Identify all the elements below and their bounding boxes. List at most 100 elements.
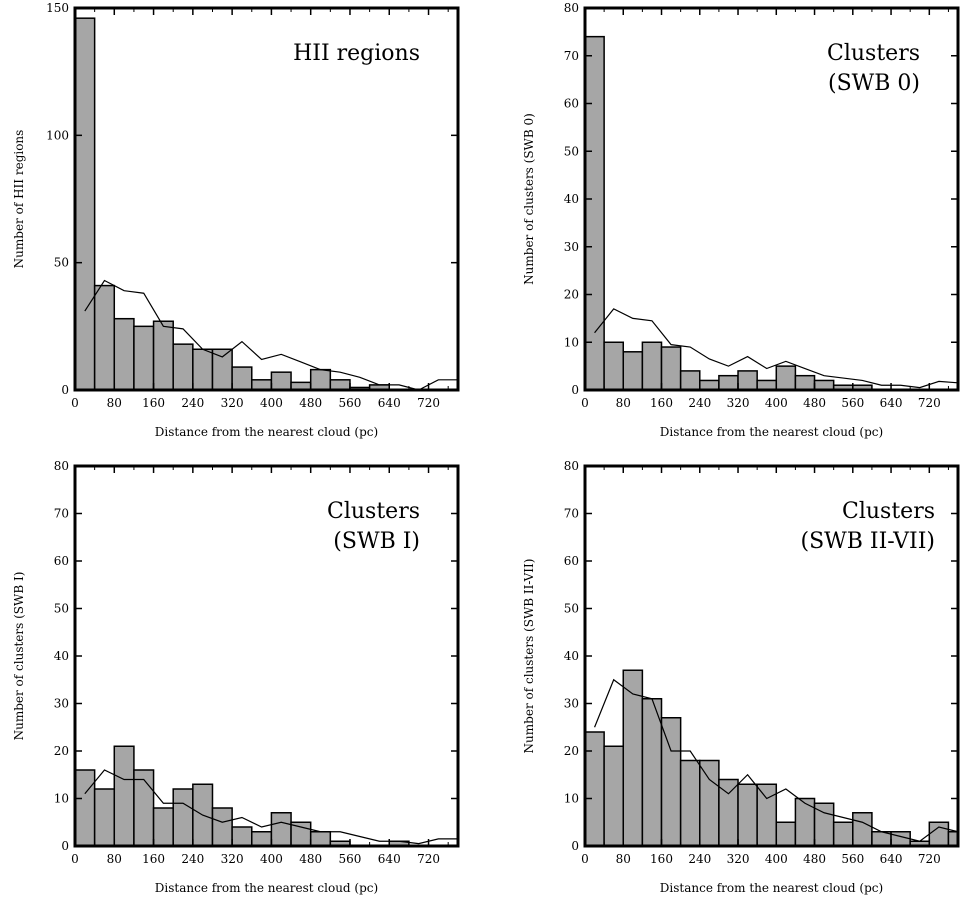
y-tick-label: 10 bbox=[564, 335, 579, 349]
histogram-bar bbox=[775, 821, 797, 847]
histogram-bar bbox=[74, 769, 96, 847]
histogram-bar bbox=[679, 759, 701, 847]
panel-title-line: Clusters bbox=[842, 499, 935, 524]
histogram-bar bbox=[251, 379, 273, 391]
x-tick-label: 0 bbox=[581, 396, 589, 410]
chart-panel-2: 0 80 160 240 320 400 480 560 640 720 0 10 20 30 40 50 60… bbox=[522, 1, 960, 439]
x-tick-label: 400 bbox=[765, 852, 788, 866]
y-tick-label: 40 bbox=[54, 649, 69, 663]
x-tick-label: 160 bbox=[650, 852, 673, 866]
histogram-bar bbox=[133, 769, 155, 847]
histogram-bar bbox=[737, 370, 758, 391]
histogram-bar bbox=[172, 788, 194, 847]
histogram-bar bbox=[270, 371, 292, 391]
histogram-bar bbox=[309, 368, 332, 391]
histogram-bar bbox=[699, 759, 720, 847]
y-tick-label: 60 bbox=[564, 554, 579, 568]
y-axis-label: Number of clusters (SWB 0) bbox=[522, 113, 536, 285]
histogram-bar bbox=[603, 341, 625, 391]
histogram-bar bbox=[231, 366, 253, 391]
histogram-bar bbox=[660, 717, 682, 847]
chart-panel-4: 0 80 160 240 320 400 480 560 640 720 0 10 20 30 40 50 60… bbox=[522, 459, 960, 895]
histogram-bar bbox=[832, 821, 854, 847]
x-tick-label: 0 bbox=[71, 396, 79, 410]
y-tick-label: 50 bbox=[564, 602, 579, 616]
smoothed-line bbox=[84, 769, 458, 845]
histogram-bar bbox=[622, 351, 644, 391]
y-tick-label: 70 bbox=[564, 49, 579, 63]
x-tick-label: 560 bbox=[841, 852, 864, 866]
x-tick-label: 640 bbox=[378, 396, 401, 410]
panel-title-line: Clusters bbox=[327, 499, 420, 524]
y-tick-label: 60 bbox=[54, 554, 69, 568]
bars bbox=[584, 669, 959, 847]
x-axis-label: Distance from the nearest cloud (pc) bbox=[660, 881, 883, 895]
y-tick-label: 10 bbox=[564, 792, 579, 806]
y-tick-label: 40 bbox=[564, 649, 579, 663]
bars bbox=[74, 17, 391, 391]
histogram-bar bbox=[756, 783, 778, 847]
histogram-bar bbox=[679, 370, 701, 391]
y-tick-label: 60 bbox=[564, 97, 579, 111]
histogram-bar bbox=[737, 783, 758, 847]
x-tick-label: 160 bbox=[650, 396, 673, 410]
histogram-bar bbox=[584, 731, 605, 847]
y-axis-label: Number of clusters (SWB I) bbox=[12, 572, 26, 741]
x-tick-label: 720 bbox=[417, 852, 440, 866]
y-tick-label: 0 bbox=[61, 383, 69, 397]
x-tick-label: 0 bbox=[581, 852, 589, 866]
histogram-bar bbox=[603, 745, 625, 847]
x-tick-label: 80 bbox=[107, 396, 122, 410]
histogram-bar bbox=[113, 317, 135, 391]
x-tick-label: 480 bbox=[803, 396, 826, 410]
y-tick-label: 150 bbox=[46, 1, 69, 15]
histogram-bar bbox=[172, 343, 194, 391]
histogram-bar bbox=[718, 374, 739, 391]
x-tick-label: 320 bbox=[727, 396, 750, 410]
x-axis-label: Distance from the nearest cloud (pc) bbox=[155, 425, 378, 439]
x-tick-label: 400 bbox=[260, 396, 283, 410]
x-tick-label: 560 bbox=[339, 852, 362, 866]
x-tick-label: 640 bbox=[880, 396, 903, 410]
histogram-bar bbox=[93, 284, 116, 391]
x-tick-label: 80 bbox=[616, 852, 631, 866]
x-tick-label: 720 bbox=[918, 396, 941, 410]
x-tick-label: 240 bbox=[181, 852, 204, 866]
histogram-bar bbox=[660, 346, 682, 391]
histogram-bar bbox=[584, 35, 605, 391]
bars bbox=[584, 35, 873, 391]
x-tick-label: 720 bbox=[417, 396, 440, 410]
y-tick-label: 20 bbox=[564, 744, 579, 758]
panel-title-line: (SWB I) bbox=[333, 529, 420, 554]
histogram-bar bbox=[152, 807, 174, 847]
x-tick-label: 320 bbox=[221, 396, 244, 410]
smoothed-line bbox=[594, 308, 959, 389]
x-tick-label: 480 bbox=[299, 852, 322, 866]
histogram-bar bbox=[192, 348, 214, 391]
x-tick-label: 0 bbox=[71, 852, 79, 866]
x-tick-label: 80 bbox=[107, 852, 122, 866]
panel-title-line: HII regions bbox=[293, 41, 420, 66]
x-tick-label: 240 bbox=[181, 396, 204, 410]
y-tick-label: 80 bbox=[564, 459, 579, 473]
histogram-bar bbox=[113, 745, 135, 847]
y-axis-label: Number of HII regions bbox=[12, 130, 26, 269]
chart-panel-3: 0 80 160 240 320 400 480 560 640 720 0 10 20 30 40 50 60… bbox=[12, 459, 460, 895]
y-tick-label: 10 bbox=[54, 792, 69, 806]
histogram-bar bbox=[309, 831, 332, 847]
y-tick-label: 0 bbox=[61, 839, 69, 853]
x-tick-label: 240 bbox=[688, 396, 711, 410]
x-tick-label: 560 bbox=[841, 396, 864, 410]
bars bbox=[74, 745, 410, 847]
x-tick-label: 160 bbox=[142, 396, 165, 410]
y-tick-label: 30 bbox=[564, 240, 579, 254]
x-tick-label: 480 bbox=[299, 396, 322, 410]
histogram-bar bbox=[251, 831, 273, 847]
y-tick-label: 70 bbox=[54, 507, 69, 521]
y-tick-label: 30 bbox=[54, 697, 69, 711]
chart-panel-1: 0 80 160 240 320 400 480 560 640 720 0 50 100 150 Dist… bbox=[12, 1, 460, 439]
y-tick-label: 30 bbox=[564, 697, 579, 711]
histogram-bar bbox=[890, 831, 911, 847]
x-tick-label: 320 bbox=[727, 852, 750, 866]
